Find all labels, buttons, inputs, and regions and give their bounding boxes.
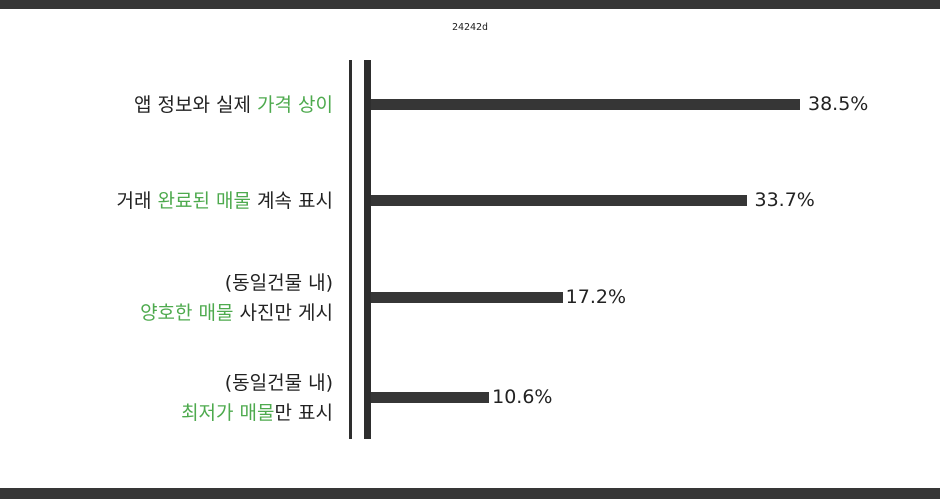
bar (371, 392, 490, 403)
category-label: (동일건물 내) 양호한 매물 사진만 게시 (140, 268, 333, 328)
axis-line-thick (364, 60, 371, 439)
value-label: 38.5% (808, 93, 869, 115)
bottom-band (0, 488, 940, 499)
axis-line-thin (349, 60, 352, 439)
category-label-text: 거래 (116, 190, 158, 212)
value-label: 17.2% (565, 286, 627, 308)
bar (371, 292, 563, 303)
bar (371, 195, 747, 206)
chart-header-code: 24242d (451, 22, 489, 33)
category-label-highlight: 완료된 매물 (157, 190, 251, 212)
category-label-text: 사진만 게시 (233, 302, 333, 324)
category-label-text: 만 표시 (274, 402, 333, 424)
value-label: 10.6% (492, 386, 553, 408)
category-label-highlight: 가격 상이 (257, 94, 333, 116)
category-label-text: (동일건물 내) (224, 372, 333, 394)
top-band (0, 0, 940, 9)
category-label-text: 앱 정보와 실제 (134, 94, 258, 116)
bar (371, 99, 800, 110)
category-label-text: 계속 표시 (251, 190, 333, 212)
value-label: 33.7% (754, 189, 815, 211)
category-label: 앱 정보와 실제 가격 상이 (134, 90, 333, 120)
category-label-text: (동일건물 내) (224, 272, 333, 294)
category-label-highlight: 양호한 매물 (140, 302, 234, 324)
category-label: (동일건물 내) 최저가 매물만 표시 (181, 368, 333, 428)
category-label: 거래 완료된 매물 계속 표시 (117, 186, 333, 216)
category-label-highlight: 최저가 매물 (181, 402, 275, 424)
